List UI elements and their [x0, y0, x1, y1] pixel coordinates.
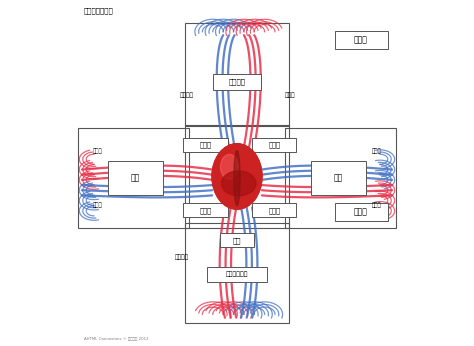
- FancyBboxPatch shape: [207, 267, 267, 282]
- Text: AHTML Connexions © 肺循环路 2012: AHTML Connexions © 肺循环路 2012: [83, 336, 148, 340]
- Bar: [79, 128, 189, 228]
- Text: 肺循环和体循环: 肺循环和体循环: [83, 8, 113, 14]
- FancyBboxPatch shape: [335, 31, 388, 49]
- Text: 体循环: 体循环: [354, 36, 368, 45]
- FancyBboxPatch shape: [311, 161, 366, 195]
- Bar: [285, 128, 395, 228]
- Ellipse shape: [234, 151, 240, 206]
- Ellipse shape: [220, 172, 257, 198]
- Text: 右心房: 右心房: [199, 142, 211, 148]
- Text: 肺动脉: 肺动脉: [372, 149, 382, 154]
- Bar: [185, 223, 289, 323]
- Text: 肺动脉管: 肺动脉管: [228, 79, 246, 85]
- Bar: [185, 125, 289, 228]
- Ellipse shape: [220, 154, 238, 179]
- FancyBboxPatch shape: [183, 138, 228, 152]
- Text: 下腔静脉: 下腔静脉: [175, 255, 189, 260]
- Text: 肺静脉: 肺静脉: [92, 202, 102, 208]
- FancyBboxPatch shape: [252, 203, 296, 217]
- Bar: [185, 23, 289, 127]
- FancyBboxPatch shape: [183, 203, 228, 217]
- Ellipse shape: [212, 144, 262, 209]
- Text: 肺动脉: 肺动脉: [92, 149, 102, 154]
- FancyBboxPatch shape: [213, 74, 261, 90]
- Text: 肠循环: 肠循环: [354, 207, 368, 216]
- Text: 左心室: 左心室: [268, 207, 280, 213]
- Ellipse shape: [212, 144, 262, 209]
- Text: 肺静脉: 肺静脉: [372, 202, 382, 208]
- Ellipse shape: [221, 171, 256, 196]
- Text: 左心房: 左心房: [268, 142, 280, 148]
- FancyBboxPatch shape: [220, 234, 254, 247]
- Text: 右肺: 右肺: [131, 174, 140, 183]
- FancyBboxPatch shape: [252, 138, 296, 152]
- Text: 右心室: 右心室: [199, 207, 211, 213]
- Text: 左肺: 左肺: [334, 174, 343, 183]
- Text: 主动脉: 主动脉: [285, 93, 296, 98]
- Ellipse shape: [220, 155, 239, 181]
- Text: 心脏: 心脏: [233, 237, 241, 244]
- Text: 上腔静脉: 上腔静脉: [180, 93, 194, 98]
- Text: 肝门静脉循环: 肝门静脉循环: [226, 272, 248, 277]
- FancyBboxPatch shape: [335, 203, 388, 220]
- FancyBboxPatch shape: [108, 161, 163, 195]
